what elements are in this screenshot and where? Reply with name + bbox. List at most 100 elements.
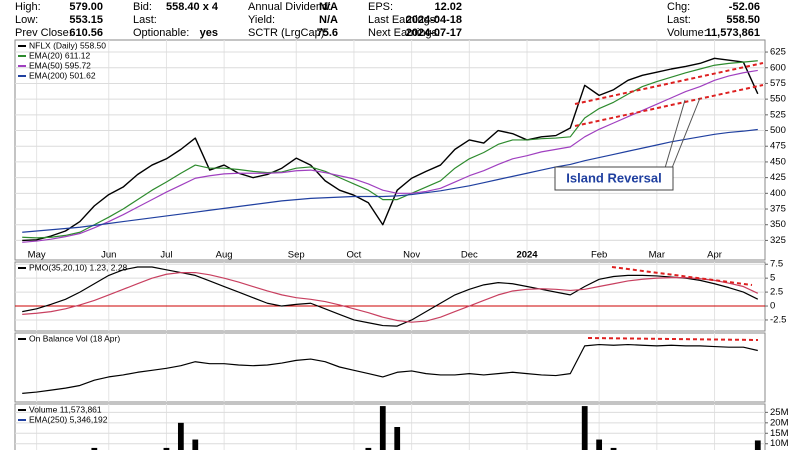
header-value: yes [200, 27, 218, 39]
x-tick-label: 2024 [516, 250, 538, 261]
header-label: Prev Close: [15, 27, 72, 39]
quote-header: High: 579.00 Bid: 558.40 x 4 Annual Dividend… [15, 1, 760, 39]
legend-label: EMA(20) 611.12 [29, 50, 91, 60]
header-value: 2024-07-17 [406, 27, 462, 39]
header-value: N/A [319, 1, 338, 13]
x-tick-label: Dec [461, 250, 478, 261]
y-tick-label: 550 [770, 94, 786, 105]
y-tick-label: 425 [770, 172, 786, 183]
volume-bar [192, 439, 199, 450]
y-tick-label: 25M [770, 407, 789, 418]
annotation: Island Reversal [566, 170, 661, 185]
panels: 325 350 375 400 425 450 475 500 525 550 575 600 625 M… [14, 39, 789, 450]
y-tick-label: 500 [770, 125, 786, 136]
annotation-box [554, 166, 674, 191]
trend-lines [574, 62, 764, 341]
x-tick-label: Jun [101, 250, 116, 261]
header-label: High: [15, 1, 41, 13]
series-line [22, 343, 758, 394]
header-value: 11,573,861 [706, 27, 760, 39]
header-label: Last Earnings: [368, 14, 438, 26]
series-line [22, 271, 759, 323]
header-label: Last: [667, 14, 691, 26]
y-tick-label: 2.5 [770, 287, 783, 298]
series-line [22, 266, 759, 327]
legend-label: EMA(250) 5,346,192 [29, 414, 108, 424]
y-tick-label: 575 [770, 78, 786, 89]
series-line [22, 128, 758, 233]
legend-label: NFLX (Daily) 558.50 [29, 40, 106, 50]
trend-line [574, 84, 764, 127]
volume-bar [163, 447, 170, 450]
y-tick-label: 15M [770, 428, 789, 439]
series-line [22, 60, 758, 239]
x-tick-label: Apr [707, 250, 722, 261]
legend-label: Volume 11,573,861 [29, 404, 102, 414]
y-tick-label: 400 [770, 188, 786, 199]
volume-bar [596, 439, 603, 450]
y-tick-label: 350 [770, 219, 786, 230]
header-label: Chg: [667, 1, 690, 13]
x-tick-label: Jul [160, 250, 172, 261]
header-label: Low: [15, 14, 38, 26]
y-tick-label: 475 [770, 141, 786, 152]
header-value: 610.56 [69, 27, 103, 39]
header-label: SCTR (LrgCap): [248, 27, 327, 39]
trend-line [587, 337, 759, 341]
y-tick-label: -2.5 [770, 314, 786, 325]
header-value: 2024-04-18 [406, 14, 462, 26]
y-tick-label: 20M [770, 417, 789, 428]
volume-bar [177, 422, 184, 450]
x-tick-label: Nov [403, 250, 420, 261]
annotation-arrow [671, 97, 701, 169]
series-line [22, 69, 758, 243]
y-tick-label: 525 [770, 109, 786, 120]
header-label: Last: [133, 14, 157, 26]
header-label: Yield: [248, 14, 275, 26]
legend-label: PMO(35,20,10) 1.23, 2.28 [29, 262, 128, 272]
volume-bar [610, 447, 617, 450]
header-value: N/A [319, 14, 338, 26]
panel-frame [14, 39, 766, 261]
header-label: Optionable: [133, 27, 189, 39]
volume-bar [365, 447, 372, 450]
header-label: EPS: [368, 1, 393, 13]
y-tick-label: 5 [770, 273, 775, 284]
y-tick-label: 10M [770, 438, 789, 449]
header-value: 558.40 x 4 [166, 1, 219, 13]
volume-bar [394, 427, 401, 450]
header-value: 579.00 [69, 1, 103, 13]
x-tick-label: Oct [347, 250, 362, 261]
header-value: 553.15 [69, 14, 103, 26]
y-tick-label: 0 [770, 301, 775, 312]
volume-bar [379, 406, 386, 450]
annotation-arrow [664, 99, 686, 169]
series-line [22, 57, 759, 242]
y-tick-label: 7.5 [770, 259, 783, 270]
header-value: -52.06 [729, 1, 760, 13]
header-label: Volume: [667, 27, 707, 39]
panel-frame [14, 403, 766, 450]
annotation-arrows [664, 97, 701, 169]
x-tick-label: Sep [288, 250, 305, 261]
x-tick-label: Aug [216, 250, 233, 261]
panel-frame [14, 332, 766, 403]
header-label: Bid: [133, 1, 152, 13]
header-label: Annual Dividend: [248, 1, 331, 13]
legend-label: EMA(50) 595.72 [29, 60, 91, 70]
header-value: 12.02 [434, 1, 462, 13]
volume-bar [754, 440, 761, 450]
y-tick-label: 600 [770, 62, 786, 73]
header-value: 558.50 [726, 14, 760, 26]
panel-frame [14, 261, 766, 332]
x-tick-label: May [28, 250, 46, 261]
y-tick-label: 325 [770, 235, 786, 246]
y-tick-label: 625 [770, 47, 786, 58]
legend-label: On Balance Vol (18 Apr) [29, 333, 120, 343]
header-value: 75.6 [317, 27, 338, 39]
volume-bar [91, 447, 98, 450]
volume-bar [581, 406, 588, 450]
x-tick-label: Feb [591, 250, 607, 261]
